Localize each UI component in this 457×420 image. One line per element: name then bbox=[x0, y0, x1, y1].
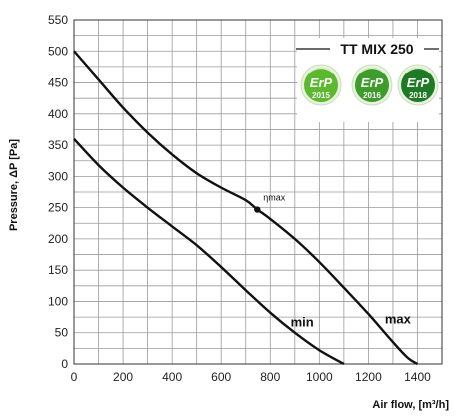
y-tick-label: 450 bbox=[48, 76, 68, 90]
x-axis-title: Air flow, [m³/h] bbox=[372, 399, 449, 411]
y-tick-label: 350 bbox=[48, 138, 68, 152]
badge-disc bbox=[304, 68, 338, 102]
series-line-min bbox=[73, 138, 345, 366]
badge-erp-text: ErP bbox=[361, 75, 384, 90]
badge-disc bbox=[401, 68, 435, 102]
x-tick-label: 200 bbox=[113, 370, 133, 384]
x-tick-label: 400 bbox=[162, 370, 182, 384]
y-tick-label: 200 bbox=[48, 232, 68, 246]
y-tick-label: 100 bbox=[48, 294, 68, 308]
y-tick-label: 500 bbox=[48, 44, 68, 58]
y-tick-label: 0 bbox=[61, 357, 68, 371]
eta-max-label: ηmax bbox=[263, 193, 286, 203]
y-tick-label: 250 bbox=[48, 201, 68, 215]
y-tick-label: 300 bbox=[48, 169, 68, 183]
plot-frame bbox=[73, 19, 443, 365]
axes bbox=[73, 19, 443, 365]
x-tick-label: 0 bbox=[71, 370, 78, 384]
badge-leaf-arc bbox=[308, 67, 334, 74]
badge-leaf-arc bbox=[405, 67, 431, 74]
x-tick-label: 1400 bbox=[404, 370, 431, 384]
y-tick-label: 550 bbox=[48, 13, 68, 27]
y-tick-label: 50 bbox=[55, 326, 69, 340]
x-tick-label: 600 bbox=[211, 370, 231, 384]
badge-disc bbox=[355, 68, 389, 102]
x-tick-label: 800 bbox=[260, 370, 280, 384]
tick-labels: 0 50 100 150 200 250 300 350 400 450 500 550 0 200 400… bbox=[48, 13, 431, 384]
series-label-max: max bbox=[385, 311, 412, 326]
y-axis-title: Pressure, ΔP [Pa] bbox=[8, 139, 20, 231]
badge-leaf-arc bbox=[359, 67, 385, 74]
y-tick-label: 150 bbox=[48, 263, 68, 277]
badge-erp-text: ErP bbox=[310, 75, 333, 90]
model-title: TT MIX 250 bbox=[340, 41, 413, 57]
series-labels: ηmax min max bbox=[254, 193, 412, 329]
badge-erp-text: ErP bbox=[407, 75, 430, 90]
eta-max-point bbox=[254, 206, 261, 213]
badge-year-text: 2018 bbox=[409, 91, 427, 100]
x-tick-label: 1200 bbox=[355, 370, 382, 384]
series-label-min: min bbox=[291, 314, 314, 329]
badge-year-text: 2016 bbox=[363, 91, 381, 100]
x-tick-label: 1000 bbox=[306, 370, 333, 384]
badge-year-text: 2015 bbox=[312, 91, 330, 100]
y-tick-label: 400 bbox=[48, 107, 68, 121]
